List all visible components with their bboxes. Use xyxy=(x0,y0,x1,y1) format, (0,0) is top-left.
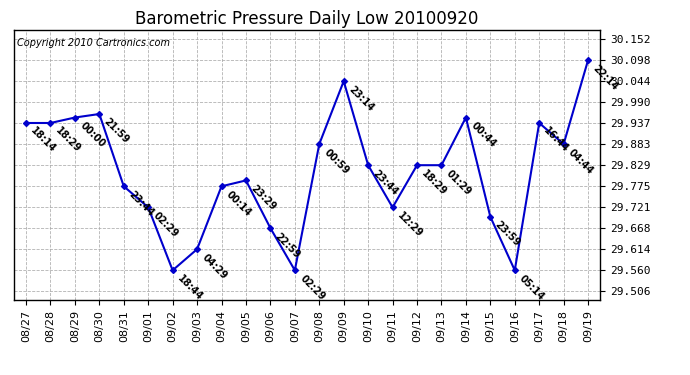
Text: 16:44: 16:44 xyxy=(542,126,571,155)
Text: 05:14: 05:14 xyxy=(518,273,546,302)
Title: Barometric Pressure Daily Low 20100920: Barometric Pressure Daily Low 20100920 xyxy=(135,10,479,28)
Text: 21:59: 21:59 xyxy=(102,117,131,146)
Text: 23:14: 23:14 xyxy=(346,84,375,113)
Text: 23:44: 23:44 xyxy=(371,168,400,197)
Text: 18:44: 18:44 xyxy=(175,273,204,302)
Text: 04:44: 04:44 xyxy=(566,147,595,176)
Text: 02:29: 02:29 xyxy=(297,273,326,302)
Text: 00:00: 00:00 xyxy=(78,120,107,149)
Text: 18:29: 18:29 xyxy=(53,126,82,155)
Text: 23:44: 23:44 xyxy=(126,189,155,218)
Text: 04:29: 04:29 xyxy=(200,252,229,281)
Text: 22:14: 22:14 xyxy=(591,63,620,92)
Text: 01:29: 01:29 xyxy=(444,168,473,197)
Text: 00:14: 00:14 xyxy=(224,189,253,218)
Text: 12:29: 12:29 xyxy=(395,210,424,239)
Text: 18:14: 18:14 xyxy=(29,126,58,155)
Text: 23:29: 23:29 xyxy=(248,183,278,212)
Text: Copyright 2010 Cartronics.com: Copyright 2010 Cartronics.com xyxy=(17,38,170,48)
Text: 02:29: 02:29 xyxy=(151,210,180,239)
Text: 00:44: 00:44 xyxy=(469,120,497,149)
Text: 00:59: 00:59 xyxy=(322,147,351,176)
Text: 23:59: 23:59 xyxy=(493,219,522,249)
Text: 18:29: 18:29 xyxy=(420,168,449,197)
Text: 22:59: 22:59 xyxy=(273,231,302,260)
